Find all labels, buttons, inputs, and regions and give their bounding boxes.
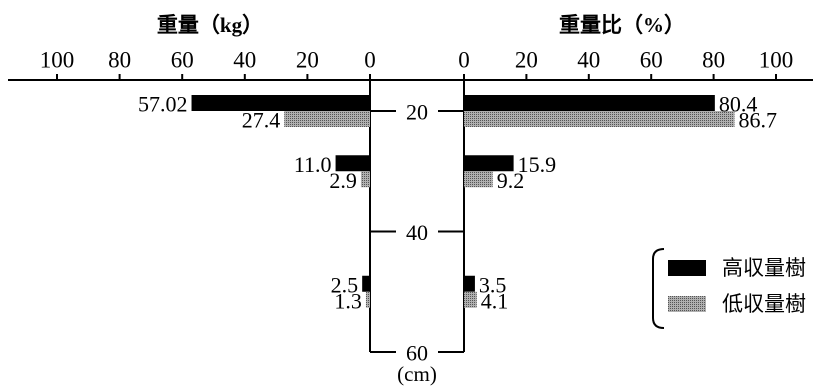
bar: [191, 95, 370, 111]
data-labels: 57.02 11.0 2.5 27.4 2.9 1.3 80.4 15.9 3.5 86.7 9.2…: [138, 92, 777, 314]
data-label: 3.5: [479, 272, 507, 297]
x-tick-label: 40: [233, 48, 256, 73]
x-tick-label: 100: [759, 48, 794, 73]
legend-label-low-yield: 低収量樹: [722, 292, 806, 316]
bar: [464, 111, 735, 127]
data-label: 2.9: [329, 168, 357, 193]
x-tick-label: 60: [640, 48, 663, 73]
left-axis-title: 重量（kg）: [157, 13, 263, 37]
data-label: 80.4: [719, 92, 758, 117]
x-tick-label: 0: [364, 48, 376, 73]
bar: [362, 275, 370, 292]
data-label: 11.0: [294, 152, 332, 177]
x-tick-label: 80: [108, 48, 131, 73]
bar: [464, 95, 715, 111]
bar: [464, 275, 475, 292]
data-label: 57.02: [138, 92, 188, 117]
bar: [464, 171, 493, 188]
legend-swatch-low-yield: [668, 296, 706, 312]
bar: [360, 171, 370, 188]
depth-tick-label: 60: [406, 341, 428, 366]
depth-axis-unit: (cm): [397, 362, 437, 386]
x-tick-label: 40: [577, 48, 600, 73]
data-label: 86.7: [739, 108, 778, 133]
legend-label-high-yield: 高収量樹: [722, 256, 806, 280]
data-label: 4.1: [481, 288, 509, 313]
bar: [284, 111, 370, 127]
data-label: 27.4: [242, 108, 281, 133]
data-label: 15.9: [518, 152, 557, 177]
depth-tick-label: 40: [406, 220, 428, 245]
right-axis-title: 重量比（%）: [559, 13, 685, 37]
data-label: 9.2: [497, 168, 524, 193]
bar: [464, 291, 477, 308]
bars: [191, 95, 735, 308]
bar: [464, 155, 514, 172]
x-tick-label: 60: [171, 48, 194, 73]
x-tick-label: 20: [515, 48, 538, 73]
data-label: 2.5: [331, 272, 359, 297]
x-tick-label: 0: [458, 48, 470, 73]
data-label: 1.3: [334, 288, 362, 313]
x-tick-label: 20: [296, 48, 319, 73]
depth-axis-ticks: 20 40 60: [370, 100, 464, 366]
x-tick-label: 80: [702, 48, 725, 73]
x-axis-ticks: 100 80 60 40 20 0 0 20 40 60 80 100: [40, 48, 794, 80]
x-tick-label: 100: [40, 48, 75, 73]
legend-bracket: [652, 248, 665, 329]
depth-tick-label: 20: [406, 100, 428, 125]
bar: [335, 155, 370, 172]
bar: [365, 291, 370, 308]
legend-swatch-high-yield: [668, 260, 706, 276]
legend: 高収量樹 低収量樹: [652, 248, 806, 329]
